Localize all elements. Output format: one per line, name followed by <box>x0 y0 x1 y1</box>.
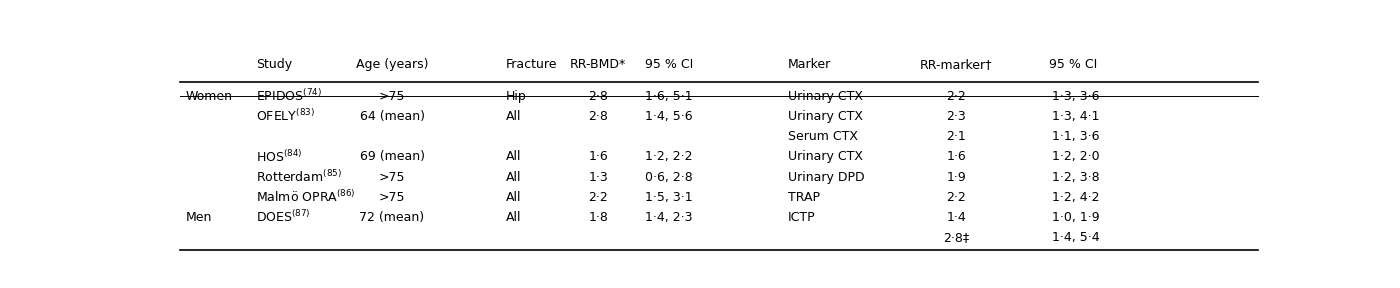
Text: 95 % CI: 95 % CI <box>644 58 693 71</box>
Text: Urinary CTX: Urinary CTX <box>788 150 862 163</box>
Text: RR-marker†: RR-marker† <box>920 58 993 71</box>
Text: >75: >75 <box>379 170 405 183</box>
Text: 1·2, 4·2: 1·2, 4·2 <box>1051 191 1099 204</box>
Text: Age (years): Age (years) <box>356 58 428 71</box>
Text: 2·8: 2·8 <box>588 110 608 123</box>
Text: 0·6, 2·8: 0·6, 2·8 <box>645 170 693 183</box>
Text: 1·4, 5·6: 1·4, 5·6 <box>645 110 693 123</box>
Text: All: All <box>505 211 521 224</box>
Text: Fracture: Fracture <box>505 58 557 71</box>
Text: Urinary CTX: Urinary CTX <box>788 90 862 103</box>
Text: 2·1: 2·1 <box>946 130 966 143</box>
Text: 1·3, 4·1: 1·3, 4·1 <box>1051 110 1099 123</box>
Text: 1·3: 1·3 <box>588 170 608 183</box>
Text: 1·9: 1·9 <box>946 170 966 183</box>
Text: HOS$^{(84)}$: HOS$^{(84)}$ <box>256 149 302 165</box>
Text: All: All <box>505 150 521 163</box>
Text: Marker: Marker <box>788 58 832 71</box>
Text: 1·8: 1·8 <box>588 211 608 224</box>
Text: All: All <box>505 110 521 123</box>
Text: Serum CTX: Serum CTX <box>788 130 858 143</box>
Text: 69 (mean): 69 (mean) <box>360 150 424 163</box>
Text: 1·4, 5·4: 1·4, 5·4 <box>1051 231 1099 244</box>
Text: 2·8: 2·8 <box>588 90 608 103</box>
Text: OFELY$^{(83)}$: OFELY$^{(83)}$ <box>256 109 315 124</box>
Text: Men: Men <box>186 211 213 224</box>
Text: 1·3, 3·6: 1·3, 3·6 <box>1051 90 1099 103</box>
Text: RR-BMD*: RR-BMD* <box>570 58 626 71</box>
Text: 1·5, 3·1: 1·5, 3·1 <box>645 191 693 204</box>
Text: All: All <box>505 170 521 183</box>
Text: 2·8‡: 2·8‡ <box>944 231 969 244</box>
Text: 1·2, 3·8: 1·2, 3·8 <box>1051 170 1099 183</box>
Text: 1·4: 1·4 <box>946 211 966 224</box>
Text: 2·2: 2·2 <box>588 191 608 204</box>
Text: Urinary CTX: Urinary CTX <box>788 110 862 123</box>
Text: 1·1, 3·6: 1·1, 3·6 <box>1051 130 1099 143</box>
Text: EPIDOS$^{(74)}$: EPIDOS$^{(74)}$ <box>256 88 322 104</box>
Text: Urinary DPD: Urinary DPD <box>788 170 865 183</box>
Text: Women: Women <box>186 90 232 103</box>
Text: 95 % CI: 95 % CI <box>1050 58 1102 71</box>
Text: Rotterdam$^{(85)}$: Rotterdam$^{(85)}$ <box>256 169 343 185</box>
Text: Malmö OPRA$^{(86)}$: Malmö OPRA$^{(86)}$ <box>256 189 356 205</box>
Text: ICTP: ICTP <box>788 211 816 224</box>
Text: 1·2, 2·2: 1·2, 2·2 <box>645 150 693 163</box>
Text: 1·2, 2·0: 1·2, 2·0 <box>1051 150 1099 163</box>
Text: Hip: Hip <box>505 90 526 103</box>
Text: 1·6, 5·1: 1·6, 5·1 <box>645 90 693 103</box>
Text: DOES$^{(87)}$: DOES$^{(87)}$ <box>256 209 311 225</box>
Text: 2·2: 2·2 <box>946 90 966 103</box>
Text: 1·6: 1·6 <box>588 150 608 163</box>
Text: >75: >75 <box>379 191 405 204</box>
Text: 2·2: 2·2 <box>946 191 966 204</box>
Text: 72 (mean): 72 (mean) <box>360 211 424 224</box>
Text: 1·0, 1·9: 1·0, 1·9 <box>1051 211 1099 224</box>
Text: 1·4, 2·3: 1·4, 2·3 <box>645 211 693 224</box>
Text: TRAP: TRAP <box>788 191 820 204</box>
Text: All: All <box>505 191 521 204</box>
Text: Study: Study <box>256 58 293 71</box>
Text: 64 (mean): 64 (mean) <box>360 110 424 123</box>
Text: 1·6: 1·6 <box>946 150 966 163</box>
Text: 2·3: 2·3 <box>946 110 966 123</box>
Text: >75: >75 <box>379 90 405 103</box>
